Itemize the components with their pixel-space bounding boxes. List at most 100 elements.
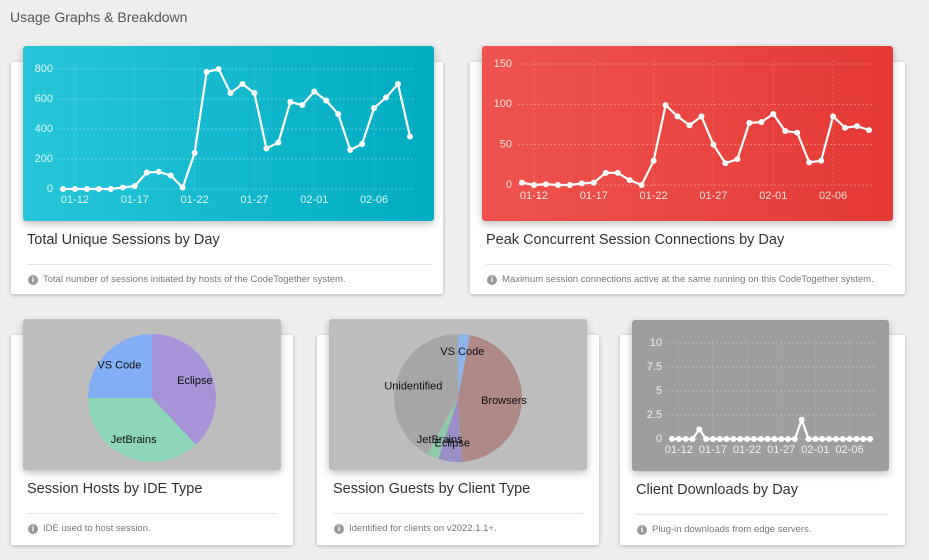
x-tick-label: 01-12: [520, 190, 548, 202]
y-tick-label: 400: [35, 123, 53, 135]
point: [107, 186, 114, 192]
slice-label: JetBrains: [111, 434, 157, 446]
point: [155, 168, 162, 175]
pie-slice: [427, 398, 458, 459]
note-text: Plug-in downloads from edge servers.: [652, 524, 812, 535]
point: [744, 436, 751, 442]
point: [832, 436, 839, 442]
card-note: i IDE used to host session.: [28, 523, 151, 534]
point: [682, 436, 689, 442]
point: [519, 179, 525, 186]
point: [95, 186, 102, 192]
y-tick-label: 7.5: [647, 361, 662, 373]
point: [734, 156, 741, 163]
y-tick-label: 150: [494, 58, 512, 70]
point: [866, 127, 872, 134]
x-tick-label: 01-17: [580, 190, 608, 202]
card-note: i Maximum session connections active at t…: [487, 274, 874, 285]
point: [674, 113, 681, 120]
point: [819, 436, 826, 442]
point: [758, 119, 765, 126]
point: [383, 94, 390, 101]
point: [251, 90, 258, 96]
note-text: Identified for clients on v2022.1.1+.: [349, 523, 497, 534]
pie-slice: [438, 398, 463, 462]
point: [853, 436, 860, 442]
point: [716, 436, 723, 442]
point: [323, 97, 330, 104]
y-tick-label: 0: [47, 183, 53, 195]
note-text: IDE used to host session.: [43, 523, 151, 534]
chart-panel: 0 50 100 150 01-12 01-17 01-22 01-27 02-01 02-06: [482, 46, 893, 221]
chart: 0 2.5 5 7.5 10 01-12 01-17 01-22 01-27 02-01 02-06: [647, 337, 874, 456]
y-tick-label: 0: [506, 179, 512, 191]
point: [757, 436, 764, 442]
point: [215, 66, 222, 72]
y-tick-label: 0: [656, 433, 662, 445]
pie-slice: [88, 334, 152, 398]
point: [83, 186, 90, 192]
point: [371, 105, 378, 111]
pie-slice: [88, 398, 196, 462]
point: [867, 436, 873, 442]
card-note: i Identified for clients on v2022.1.1+.: [334, 523, 497, 534]
point: [287, 99, 294, 105]
y-tick-label: 10: [650, 337, 662, 349]
info-icon: i: [28, 274, 38, 285]
point: [407, 133, 413, 140]
point: [131, 183, 138, 189]
slice-label: JetBrains: [417, 434, 463, 446]
divider: [27, 513, 277, 514]
point: [698, 113, 705, 120]
point: [602, 169, 609, 176]
point: [737, 436, 744, 442]
point: [60, 186, 66, 192]
point: [299, 102, 306, 108]
info-icon: i: [487, 274, 497, 285]
point: [798, 416, 805, 423]
point: [764, 436, 771, 442]
point: [746, 119, 753, 126]
chart: 0 200 400 600 800 01-12 01-17 01-22 01-27 02-01 02…: [35, 63, 414, 206]
point: [794, 129, 801, 136]
point: [554, 182, 561, 188]
point: [311, 88, 318, 95]
point: [395, 81, 402, 87]
point: [709, 436, 716, 442]
point: [771, 436, 778, 442]
x-tick-label: 02-06: [819, 190, 847, 202]
point: [347, 147, 354, 153]
point: [626, 177, 633, 184]
slice-label: VS Code: [97, 359, 141, 371]
chart-panel: 0 200 400 600 800 01-12 01-17 01-22 01-27 02-01 02…: [23, 46, 434, 221]
x-tick-label: 01-22: [181, 194, 209, 206]
point: [805, 436, 812, 442]
x-tick-label: 02-06: [360, 194, 388, 206]
point: [778, 436, 785, 442]
y-tick-label: 5: [656, 385, 662, 397]
x-tick-label: 01-27: [240, 194, 268, 206]
point: [239, 81, 246, 87]
chart-panel: VS Code Browsers Eclipse JetBrains Unidentif…: [329, 319, 587, 470]
x-tick-label: 01-17: [699, 444, 727, 456]
slice-label: Eclipse: [177, 375, 212, 387]
point: [71, 186, 78, 192]
note-text: Maximum session connections active at th…: [502, 274, 874, 285]
x-tick-label: 01-27: [767, 444, 795, 456]
chart: Eclipse JetBrains VS Code: [88, 334, 216, 462]
point: [830, 113, 837, 120]
point: [689, 436, 696, 442]
point: [566, 182, 573, 188]
pie-slice: [152, 334, 216, 445]
point: [275, 139, 282, 146]
point: [686, 122, 693, 129]
chart-panel: 0 2.5 5 7.5 10 01-12 01-17 01-22 01-27 02-01 02-06: [632, 320, 889, 471]
card-title: Session Hosts by IDE Type: [27, 481, 203, 497]
point: [191, 150, 198, 156]
x-tick-label: 02-01: [300, 194, 328, 206]
point: [227, 90, 234, 96]
point: [723, 436, 730, 442]
point: [860, 436, 867, 442]
slice-label: Unidentified: [384, 380, 442, 392]
y-tick-label: 50: [500, 139, 512, 151]
